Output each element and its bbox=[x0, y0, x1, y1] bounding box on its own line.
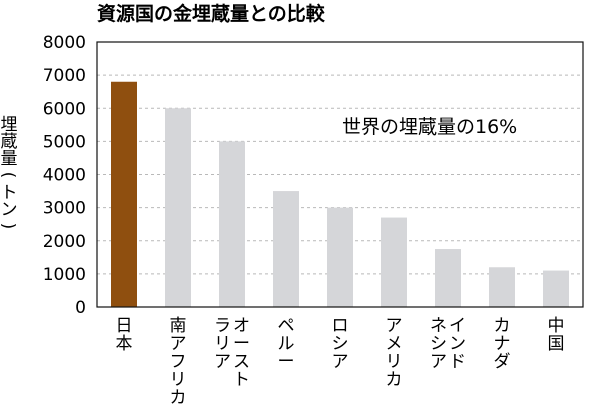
bar bbox=[543, 270, 569, 307]
y-tick-label: 8000 bbox=[43, 33, 86, 53]
x-category-label: リ bbox=[214, 334, 231, 354]
bar bbox=[435, 249, 461, 307]
y-axis-label-char: ( bbox=[0, 172, 18, 179]
y-axis-label-char: 量 bbox=[1, 149, 18, 169]
chart-title: 資源国の金埋蔵量との比較 bbox=[97, 2, 326, 25]
bars bbox=[111, 81, 569, 307]
axes bbox=[96, 41, 584, 308]
y-tick-label: 6000 bbox=[43, 99, 86, 119]
annotation-world-share: 世界の埋蔵量の16% bbox=[342, 116, 517, 138]
x-category-label: ト bbox=[233, 370, 250, 390]
x-category-label: 本 bbox=[116, 334, 133, 354]
y-axis-label-char: ト bbox=[1, 183, 18, 203]
x-category-label: リ bbox=[386, 352, 403, 372]
x-category-label: メ bbox=[386, 334, 403, 354]
x-category-label: ー bbox=[278, 352, 295, 372]
y-tick-label: 3000 bbox=[43, 199, 86, 219]
y-tick-labels: 0 1000 2000 3000 4000 5000 6000 7000 8000 bbox=[43, 33, 86, 318]
x-category-label: 国 bbox=[548, 334, 565, 354]
x-category-label: オ bbox=[233, 316, 250, 336]
x-category-label: イ bbox=[449, 316, 466, 336]
bar bbox=[489, 267, 515, 307]
y-tick-label: 0 bbox=[75, 298, 86, 318]
y-axis-label-char: 蔵 bbox=[1, 132, 18, 152]
x-category-label: ロ bbox=[332, 316, 349, 336]
x-category-label: 中 bbox=[548, 316, 565, 336]
y-tick-label: 5000 bbox=[43, 132, 86, 152]
y-tick-label: 1000 bbox=[43, 265, 86, 285]
x-category-label: ア bbox=[332, 352, 349, 372]
y-axis-label-char: 埋 bbox=[1, 115, 18, 135]
x-category-label: ネ bbox=[430, 316, 447, 336]
x-category-label: ペ bbox=[278, 316, 295, 336]
x-category-label: ア bbox=[214, 352, 231, 372]
x-category-label: ス bbox=[233, 352, 250, 372]
x-category-label: カ bbox=[170, 388, 187, 407]
x-category-label: ア bbox=[430, 352, 447, 372]
x-category-label: フ bbox=[170, 352, 187, 372]
bar bbox=[381, 217, 407, 307]
y-axis-label: 埋蔵量 ( トン) bbox=[0, 115, 18, 229]
x-category-label: ド bbox=[449, 352, 466, 372]
y-tick-label: 4000 bbox=[43, 166, 86, 186]
bar bbox=[111, 81, 137, 307]
x-category-label: カ bbox=[494, 316, 511, 336]
y-tick-label: 2000 bbox=[43, 232, 86, 252]
x-category-label: ル bbox=[278, 334, 295, 354]
x-category-label: ア bbox=[386, 316, 403, 336]
x-category-label: ア bbox=[170, 334, 187, 354]
y-axis-label-char: ン bbox=[1, 200, 18, 220]
bar bbox=[273, 191, 299, 307]
y-axis-label-char: ) bbox=[0, 223, 18, 230]
x-category-label: ダ bbox=[494, 352, 511, 372]
x-category-label: ー bbox=[233, 334, 250, 354]
x-category-label: ラ bbox=[214, 316, 231, 336]
x-category-label: 日 bbox=[116, 316, 133, 336]
x-category-label: 南 bbox=[170, 316, 187, 336]
bar bbox=[327, 207, 353, 307]
y-tick-label: 7000 bbox=[43, 66, 86, 86]
x-category-label: シ bbox=[430, 334, 447, 354]
x-category-label: リ bbox=[170, 370, 187, 390]
bar bbox=[219, 141, 245, 307]
plot-frame bbox=[96, 41, 584, 308]
x-category-label: シ bbox=[332, 334, 349, 354]
x-category-label: ナ bbox=[494, 334, 511, 354]
bar bbox=[165, 108, 191, 307]
x-category-label: ン bbox=[449, 334, 466, 354]
x-category-label: カ bbox=[386, 370, 403, 390]
